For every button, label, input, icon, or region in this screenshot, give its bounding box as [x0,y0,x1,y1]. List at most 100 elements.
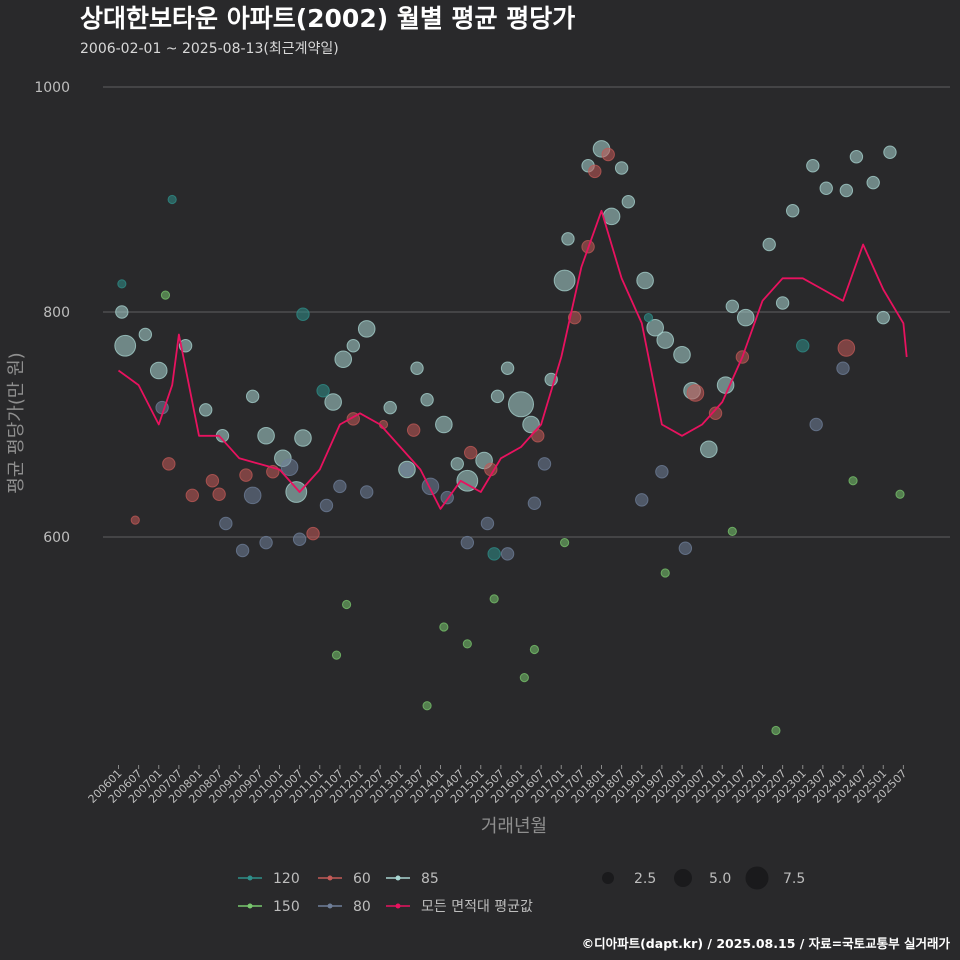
data-point-150 [160,290,171,300]
data-point-150 [727,526,737,536]
data-point-80 [460,535,475,550]
data-point-80 [809,417,823,432]
data-point-85 [736,308,755,327]
data-point-60 [162,457,176,471]
data-point-150 [422,701,432,711]
legend-key-dot [247,903,253,909]
data-point-85 [806,159,820,173]
data-point-85 [435,415,453,434]
data-point-80 [219,516,233,531]
legend-item-80: 80 [318,899,371,915]
data-point-85 [149,361,168,380]
data-point-85 [762,237,776,252]
legend-key-dot [327,875,333,881]
data-point-85 [456,469,479,492]
legend-size-label: 7.5 [783,871,805,887]
legend-size-7.5: 7.5 [745,866,805,890]
data-point-80 [292,532,307,546]
data-point-150 [341,599,352,610]
data-point-85 [357,320,376,338]
chart-subtitle: 2006-02-01 ~ 2025-08-13(최근계약일) [80,41,339,57]
data-point-80 [235,543,250,558]
data-point-60 [239,468,253,482]
data-point-85 [839,183,854,198]
legend-item-all: 모든 면적대 평균값 [386,899,533,915]
data-point-60 [185,488,199,503]
data-point-120 [643,313,654,323]
data-point-80 [480,516,495,531]
data-point-85 [257,426,275,445]
data-point-60 [205,474,220,488]
legend-key-dot [327,903,333,909]
data-point-85 [716,376,735,394]
data-point-85 [324,393,342,411]
data-point-80 [500,547,515,561]
data-point-60 [212,487,226,501]
data-point-85 [500,361,515,375]
legend-item-120: 120 [238,871,300,887]
data-point-80 [655,465,669,479]
data-point-85 [621,195,636,209]
x-axis-title: 거래년월 [481,816,547,837]
data-point-85 [294,429,312,447]
data-point-80 [280,458,299,477]
data-point-120 [796,339,810,353]
chart-title: 상대한보타운 아파트(2002) 월별 평균 평당가 [80,4,575,33]
scatter-points [114,140,905,736]
data-point-150 [529,644,540,655]
legend-size-circle [602,872,614,884]
legend-key-dot [395,875,401,881]
data-point-85 [725,299,740,314]
data-point-85 [450,457,464,471]
data-point-80 [360,485,374,499]
data-point-85 [383,400,397,415]
data-point-120 [117,279,127,289]
data-point-85 [819,181,833,195]
data-point-85 [883,145,897,159]
data-point-85 [775,296,790,310]
legend-label: 80 [353,899,371,915]
data-point-85 [614,161,629,175]
data-point-85 [561,232,575,246]
data-point-150 [439,622,449,632]
y-tick-label: 800 [43,305,70,321]
data-point-85 [346,339,360,353]
legend-item-150: 150 [238,899,300,915]
legend-key-dot [247,875,253,881]
data-point-80 [319,498,334,513]
data-point-60 [130,515,140,525]
y-axis-title: 평균 평당가(만 원) [6,352,27,493]
data-point-120 [296,307,310,321]
data-point-80 [400,462,414,477]
data-point-120 [316,384,330,398]
data-point-85 [646,318,664,337]
data-point-80 [243,486,262,505]
data-point-85 [199,403,213,417]
legend-label: 모든 면적대 평균값 [421,899,533,915]
gridlines [103,86,950,538]
legend: 120 60 85 150 80 모든 면적대 평균값 2.5 5.0 7.5 [238,866,805,915]
data-point-85 [490,389,505,404]
data-point-85 [334,350,353,369]
data-point-80 [333,479,347,494]
average-line [117,209,908,510]
legend-label: 60 [353,871,371,887]
data-point-60 [406,423,421,437]
data-point-120 [167,194,177,205]
data-point-80 [527,496,542,510]
line-series-all-areas [117,209,908,510]
data-point-120 [487,547,501,561]
data-point-85 [785,204,800,218]
data-point-80 [678,541,693,555]
data-point-150 [519,673,529,683]
data-point-85 [285,481,308,503]
data-point-85 [410,361,424,375]
data-point-85 [508,391,534,418]
legend-size-label: 2.5 [634,871,656,887]
data-point-60 [837,339,856,357]
data-point-150 [895,489,905,499]
data-point-85 [245,389,260,404]
data-point-150 [560,538,570,548]
data-point-85 [138,327,153,342]
